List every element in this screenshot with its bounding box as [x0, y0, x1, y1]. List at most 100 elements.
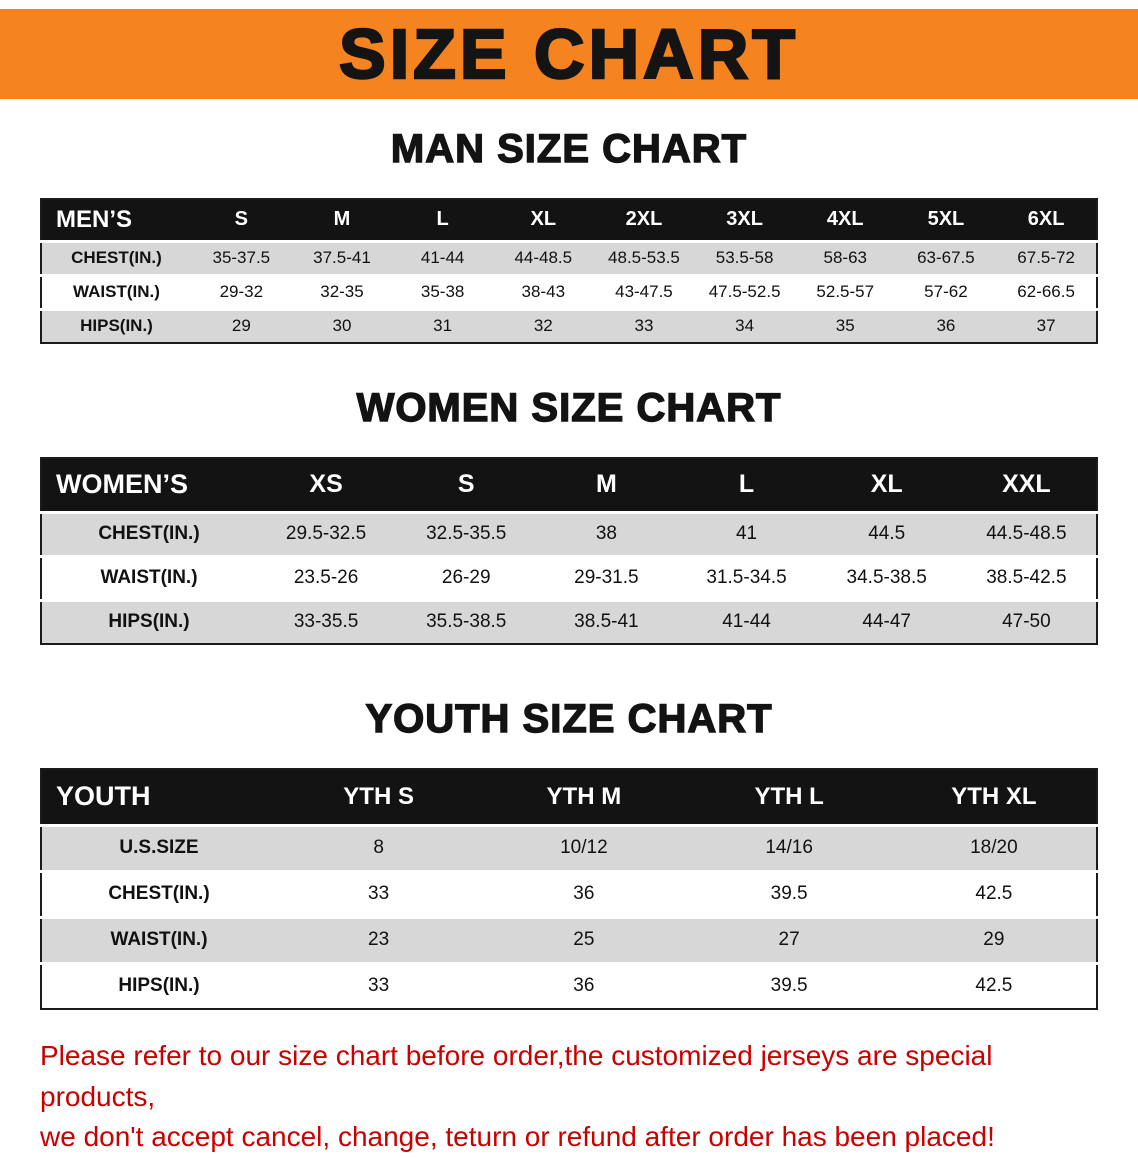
men-size-table: MEN’S S M L XL 2XL 3XL 4XL 5XL 6XL CHEST(IN.) 35-37… — [40, 198, 1098, 344]
table-title: YOUTH — [56, 781, 151, 812]
table-row: HIPS(IN.) 33-35.5 35.5-38.5 38.5-41 41-44 44-… — [41, 600, 1097, 644]
row-label: WAIST(IN.) — [73, 282, 160, 301]
header-row: WOMEN’S XS S M L XL XXL — [41, 458, 1097, 512]
column-header: XL — [870, 470, 903, 499]
table-cell: 30 — [332, 316, 352, 336]
men-section-heading: MAN SIZE CHART — [390, 126, 748, 171]
table-cell: 36 — [936, 316, 956, 336]
youth-section-heading: YOUTH SIZE CHART — [365, 696, 773, 741]
table-cell: 36 — [573, 975, 595, 997]
column-header: YTH S — [343, 782, 414, 810]
table-cell: 33 — [634, 316, 654, 336]
table-cell: 8 — [373, 837, 384, 858]
column-header: S — [234, 208, 248, 231]
table-cell: 44-48.5 — [514, 248, 573, 267]
table-cell: 39.5 — [770, 883, 808, 904]
column-header: M — [595, 470, 617, 499]
table-row: WAIST(IN.) 23.5-26 26-29 29-31.5 31.5-34.5 34… — [41, 556, 1097, 600]
table-row: U.S.SIZE 8 10/12 14/16 18/20 — [41, 825, 1097, 871]
table-cell: 42.5 — [975, 883, 1013, 904]
table-cell: 35-37.5 — [212, 248, 271, 267]
row-label: CHEST(IN.) — [108, 883, 210, 904]
column-header: M — [333, 208, 351, 231]
table-cell: 38-43 — [521, 282, 566, 301]
table-cell: 44-47 — [862, 611, 911, 633]
disclaimer-line-1: Please refer to our size chart before or… — [40, 1040, 993, 1112]
header-row: YOUTH YTH S YTH M YTH L YTH XL — [41, 769, 1097, 825]
table-cell: 34 — [735, 316, 755, 336]
table-cell: 41-44 — [420, 248, 465, 267]
table-title: MEN’S — [56, 205, 133, 233]
table-row: WAIST(IN.) 29-32 32-35 35-38 38-43 43-47.5 47.… — [41, 275, 1097, 309]
table-cell: 58-63 — [823, 248, 867, 267]
table-cell: 38.5-41 — [574, 611, 639, 633]
table-cell: 67.5-72 — [1017, 248, 1075, 267]
table-cell: 29-31.5 — [574, 567, 639, 588]
column-header: 5XL — [927, 208, 965, 231]
table-cell: 32-35 — [320, 282, 364, 301]
column-header: 3XL — [726, 208, 763, 231]
table-title: WOMEN’S — [56, 469, 188, 500]
column-header: XS — [309, 470, 343, 499]
column-header: YTH L — [754, 782, 824, 810]
row-label: WAIST(IN.) — [110, 929, 208, 950]
column-header: S — [457, 470, 475, 499]
page-title: SIZE CHART — [338, 15, 799, 93]
table-cell: 33 — [368, 975, 390, 997]
row-label: CHEST(IN.) — [98, 523, 200, 544]
column-header: XXL — [1002, 470, 1051, 499]
table-cell: 39.5 — [770, 975, 808, 997]
table-cell: 37 — [1036, 316, 1056, 336]
table-cell: 32.5-35.5 — [426, 523, 507, 544]
table-row: CHEST(IN.) 33 36 39.5 42.5 — [41, 871, 1097, 917]
row-label: HIPS(IN.) — [118, 975, 200, 997]
column-header: 4XL — [826, 208, 864, 231]
table-cell: 63-67.5 — [917, 248, 975, 267]
table-cell: 41 — [735, 523, 758, 544]
table-cell: 35.5-38.5 — [426, 611, 507, 633]
table-cell: 43-47.5 — [615, 282, 673, 301]
table-cell: 44.5 — [868, 523, 906, 544]
table-row: WAIST(IN.) 23 25 27 29 — [41, 917, 1097, 963]
table-row: CHEST(IN.) 35-37.5 37.5-41 41-44 44-48.5 48.5… — [41, 241, 1097, 275]
table-cell: 44.5-48.5 — [986, 523, 1067, 544]
table-row: HIPS(IN.) 29 30 31 32 33 34 35 36 37 — [41, 309, 1097, 343]
table-row: HIPS(IN.) 33 36 39.5 42.5 — [41, 963, 1097, 1009]
table-cell: 38 — [595, 523, 617, 544]
table-cell: 36 — [573, 883, 595, 904]
table-cell: 31.5-34.5 — [706, 567, 787, 588]
table-cell: 29-32 — [219, 282, 264, 301]
row-label: HIPS(IN.) — [108, 611, 190, 633]
column-header: YTH M — [546, 782, 622, 810]
content: MAN SIZE CHART MEN’S S M L XL 2XL 3XL 4XL 5XL 6XL… — [0, 126, 1138, 1010]
table-cell: 37.5-41 — [313, 248, 371, 267]
table-cell: 29.5-32.5 — [285, 523, 367, 544]
table-cell: 47.5-52.5 — [708, 282, 781, 301]
table-cell: 29 — [231, 316, 251, 336]
table-row: CHEST(IN.) 29.5-32.5 32.5-35.5 38 41 44.5 44.5… — [41, 512, 1097, 556]
disclaimer-line-2: we don't accept cancel, change, teturn o… — [40, 1121, 995, 1153]
table-cell: 35-38 — [420, 282, 465, 301]
table-cell: 31 — [433, 316, 453, 336]
banner: SIZE CHART — [0, 9, 1138, 99]
table-cell: 14/16 — [765, 837, 813, 858]
table-cell: 38.5-42.5 — [986, 567, 1067, 588]
table-cell: 62-66.5 — [1017, 282, 1075, 301]
size-chart-page: SIZE CHART MAN SIZE CHART MEN’S S M L XL 2XL 3… — [0, 9, 1138, 1158]
table-cell: 52.5-57 — [816, 282, 875, 301]
row-label: HIPS(IN.) — [80, 316, 153, 336]
table-cell: 33 — [368, 883, 390, 904]
table-cell: 41-44 — [722, 611, 771, 633]
column-header: L — [738, 470, 755, 499]
table-cell: 34.5-38.5 — [846, 567, 927, 588]
header-row: MEN’S S M L XL 2XL 3XL 4XL 5XL 6XL — [41, 199, 1097, 241]
row-label: CHEST(IN.) — [71, 248, 162, 267]
table-cell: 48.5-53.5 — [608, 248, 680, 267]
women-size-table: WOMEN’S XS S M L XL XXL CHEST(IN.) 29.5-32.5 32.5… — [40, 457, 1098, 645]
table-cell: 35 — [835, 316, 855, 336]
table-cell: 26-29 — [441, 567, 491, 588]
table-cell: 33-35.5 — [293, 611, 359, 633]
table-cell: 29 — [983, 929, 1005, 950]
women-section-heading: WOMEN SIZE CHART — [356, 385, 782, 430]
table-cell: 23.5-26 — [293, 567, 359, 588]
